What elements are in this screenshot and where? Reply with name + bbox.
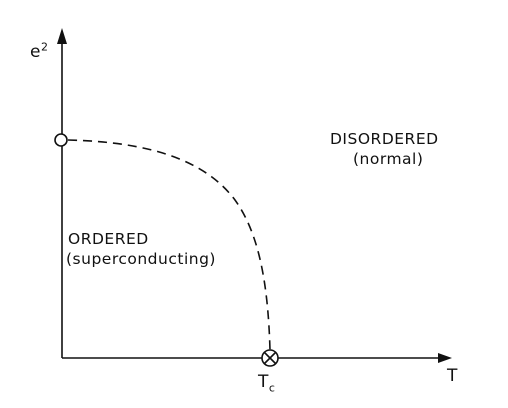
critical-temperature-sub: c (268, 381, 276, 395)
y-axis-label: e2 (30, 40, 49, 62)
y-axis-label-base: e (30, 42, 41, 62)
x-axis-arrowhead (438, 353, 452, 363)
disordered-region-title: DISORDERED (330, 130, 439, 148)
x-axis-label: T (447, 366, 458, 386)
ordered-region-title: ORDERED (68, 230, 149, 248)
disordered-region-subtitle: (normal) (353, 150, 424, 168)
phase-boundary-curve (67, 139, 271, 351)
critical-temperature-main: T (258, 372, 269, 392)
y-axis-arrowhead (57, 28, 67, 44)
ordered-region-subtitle: (superconducting) (66, 250, 216, 268)
critical-point-marker (261, 349, 279, 367)
y-axis-label-exponent: 2 (40, 40, 49, 54)
open-circle-marker (54, 133, 68, 147)
critical-temperature-label: Tc (258, 372, 276, 395)
